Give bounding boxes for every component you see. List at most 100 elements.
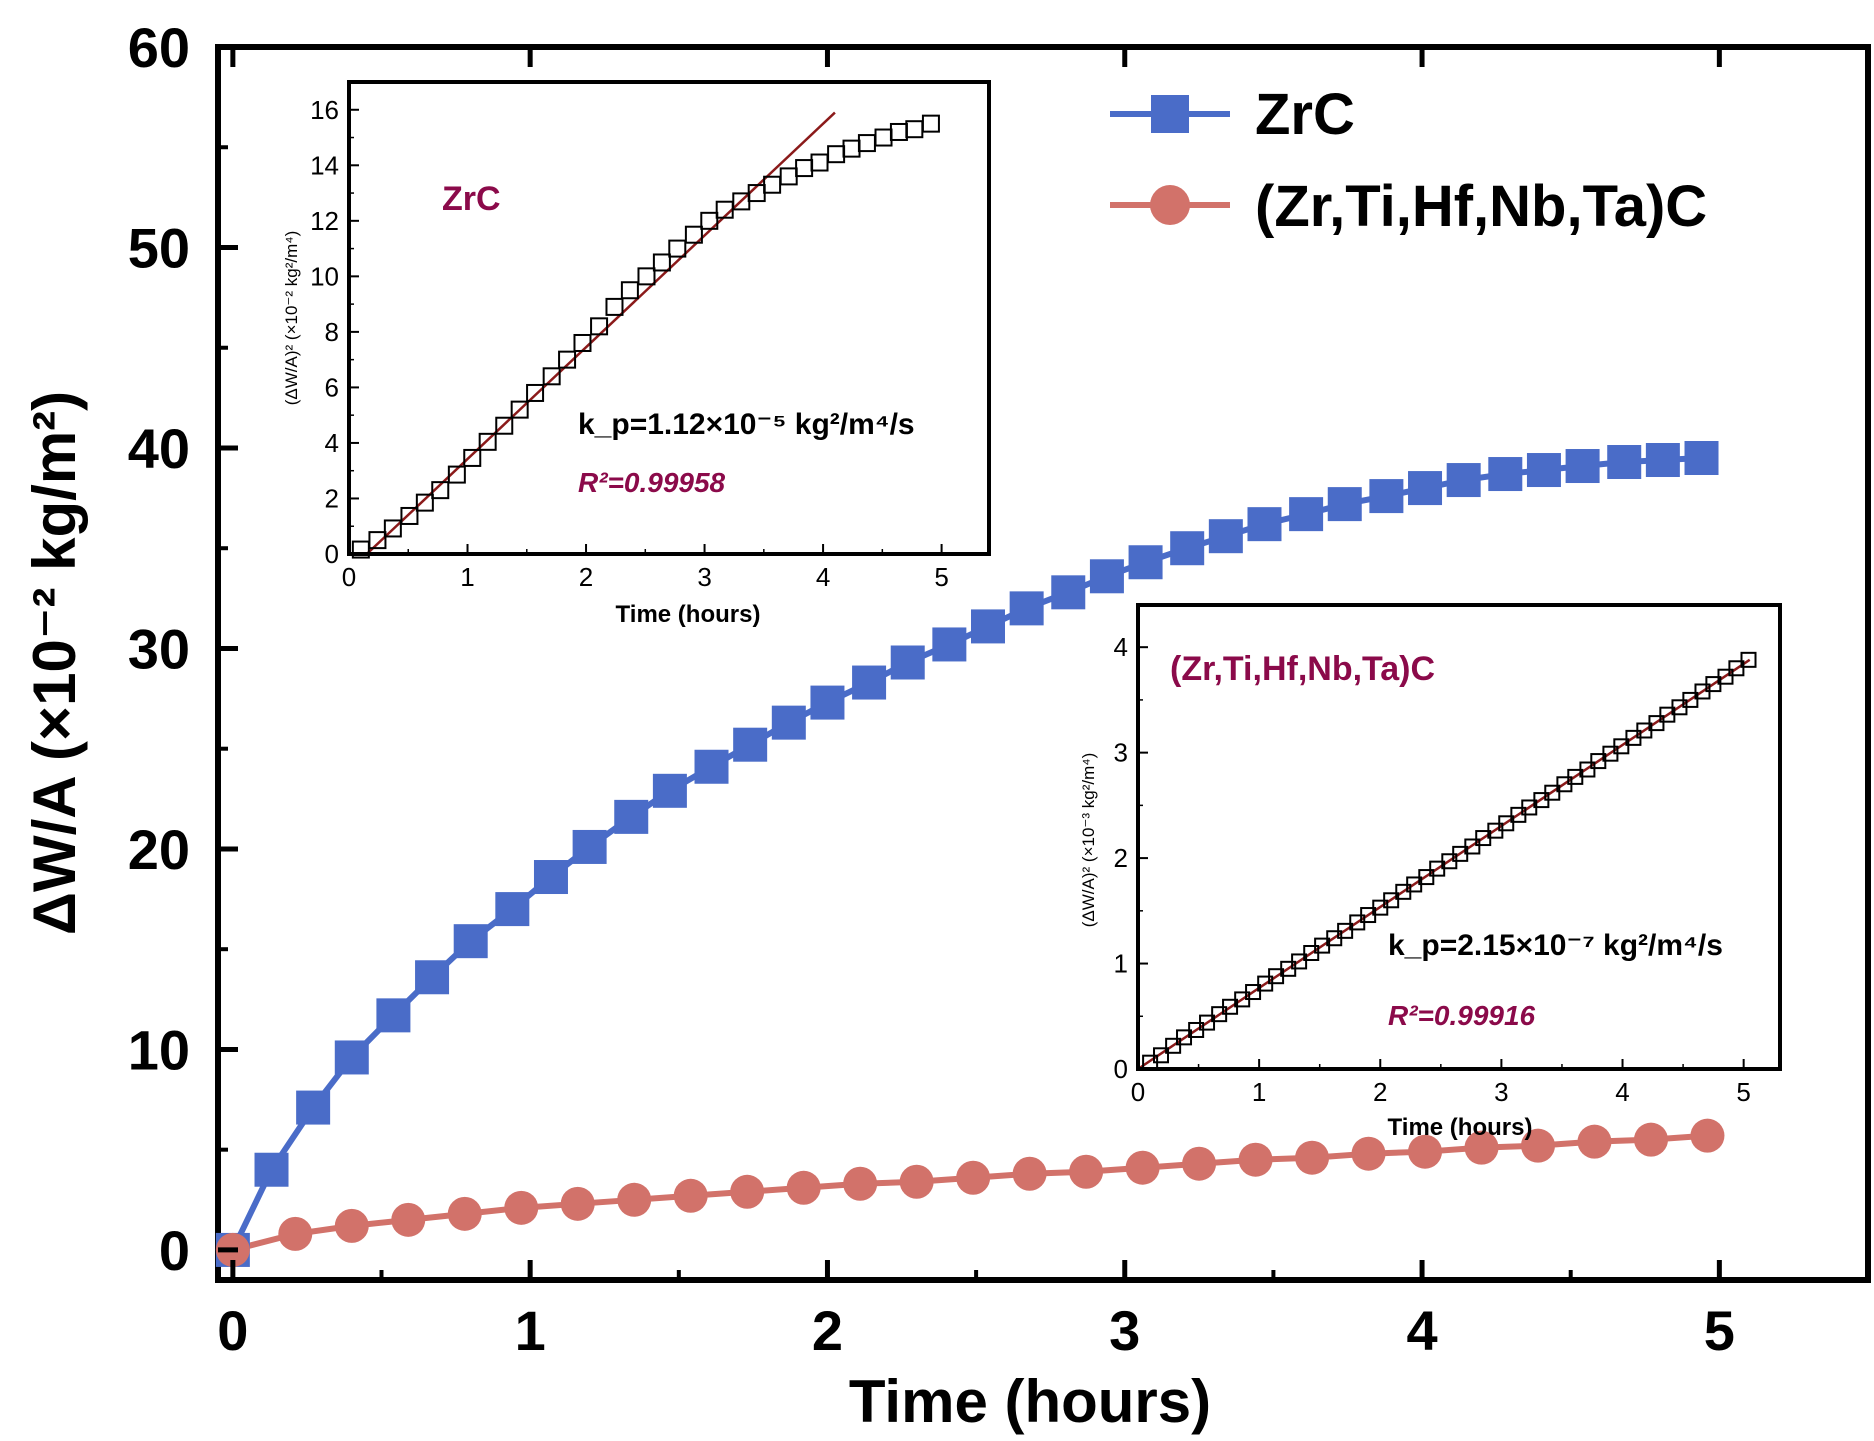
inset-x-tick-label: 3: [1494, 1077, 1508, 1107]
hec-point: [617, 1183, 651, 1217]
inset-hec-plot: 0 1 2 3 4 5 0 1 2 3 4 (Zr,Ti,Hf,Nb,Ta)C k_p=2.15×1…: [1079, 605, 1780, 1141]
hec-point: [1690, 1119, 1724, 1153]
y-tick-label: 50: [128, 216, 190, 279]
zrc-point: [932, 627, 966, 661]
inset-hec-kp-annotation: k_p=2.15×10⁻⁷ kg²/m⁴/s: [1388, 929, 1723, 962]
hec-point: [504, 1191, 538, 1225]
y-tick-label: 0: [159, 1219, 190, 1282]
zrc-point: [255, 1153, 289, 1187]
legend-entry-hec: (Zr,Ti,Hf,Nb,Ta)C: [1110, 174, 1707, 239]
inset-hec-r2-annotation: R²=0.99916: [1388, 1000, 1536, 1031]
inset-y-tick-label: 4: [325, 428, 339, 458]
inset-y-tick-label: 1: [1114, 949, 1128, 979]
zrc-point: [415, 960, 449, 994]
zrc-point: [454, 924, 488, 958]
inset-y-tick-label: 14: [310, 150, 339, 180]
inset-hec-x-axis-label: Time (hours): [1388, 1114, 1533, 1141]
inset-x-tick-label: 2: [1373, 1077, 1387, 1107]
legend-label-hec: (Zr,Ti,Hf,Nb,Ta)C: [1255, 174, 1707, 239]
inset-x-tick-label: 1: [460, 562, 474, 592]
zrc-point: [1051, 575, 1085, 609]
x-tick-label: 5: [1704, 1299, 1735, 1362]
zrc-point: [1646, 443, 1680, 477]
y-tick-label: 60: [128, 16, 190, 79]
zrc-point: [1247, 507, 1281, 541]
zrc-point: [1369, 479, 1403, 513]
zrc-point: [810, 686, 844, 720]
inset-y-tick-label: 4: [1114, 632, 1128, 662]
x-tick-label: 2: [812, 1299, 843, 1362]
inset-x-tick-label: 5: [1736, 1077, 1750, 1107]
zrc-point: [1170, 531, 1204, 565]
legend-label-zrc: ZrC: [1255, 82, 1355, 147]
hec-point: [1126, 1151, 1160, 1185]
legend-swatch-marker-hec: [1150, 185, 1190, 225]
zrc-point: [1488, 457, 1522, 491]
main-x-axis-label: Time (hours): [849, 1368, 1211, 1435]
zrc-point: [335, 1040, 369, 1074]
zrc-point: [1209, 519, 1243, 553]
zrc-point: [614, 800, 648, 834]
inset-x-tick-label: 4: [1615, 1077, 1629, 1107]
inset-x-tick-label: 5: [934, 562, 948, 592]
zrc-point: [1685, 441, 1719, 475]
zrc-point: [1328, 487, 1362, 521]
hec-point: [1239, 1143, 1273, 1177]
x-tick-label: 4: [1406, 1299, 1437, 1362]
inset-y-tick-label: 16: [310, 95, 339, 125]
inset-x-tick-label: 0: [342, 562, 356, 592]
inset-x-tick-label: 2: [579, 562, 593, 592]
x-tick-label: 3: [1109, 1299, 1140, 1362]
hec-point: [335, 1209, 369, 1243]
zrc-point: [971, 609, 1005, 643]
inset-zrc-r2-annotation: R²=0.99958: [578, 467, 726, 498]
inset-x-tick-label: 3: [697, 562, 711, 592]
zrc-point: [1129, 545, 1163, 579]
legend-entry-zrc: ZrC: [1110, 82, 1355, 147]
inset-y-tick-label: 6: [325, 372, 339, 402]
inset-y-tick-label: 2: [1114, 843, 1128, 873]
inset-y-tick-label: 0: [325, 539, 339, 569]
inset-y-tick-label: 3: [1114, 738, 1128, 768]
hec-point: [1013, 1157, 1047, 1191]
hec-point: [674, 1179, 708, 1213]
zrc-point: [1607, 445, 1641, 479]
inset-zrc-kp-annotation: k_p=1.12×10⁻⁵ kg²/m⁴/s: [578, 408, 915, 441]
zrc-point: [1408, 471, 1442, 505]
hec-point: [956, 1161, 990, 1195]
inset-y-tick-label: 2: [325, 483, 339, 513]
inset-hec-y-axis-label: (ΔW/A)² (×10⁻³ kg²/m⁴): [1079, 753, 1098, 928]
zrc-point: [891, 645, 925, 679]
zrc-point: [852, 666, 886, 700]
hec-point: [900, 1165, 934, 1199]
inset-y-tick-label: 8: [325, 317, 339, 347]
zrc-point: [573, 830, 607, 864]
hec-point: [1577, 1125, 1611, 1159]
y-tick-label: 20: [128, 818, 190, 881]
zrc-point: [1447, 463, 1481, 497]
hec-point: [730, 1175, 764, 1209]
zrc-point: [1527, 453, 1561, 487]
zrc-point: [1090, 559, 1124, 593]
hec-point: [278, 1217, 312, 1251]
hec-point: [391, 1203, 425, 1237]
hec-point: [1182, 1147, 1216, 1181]
hec-point: [843, 1167, 877, 1201]
hec-point: [1295, 1141, 1329, 1175]
zrc-point: [695, 750, 729, 784]
zrc-point: [495, 892, 529, 926]
zrc-point: [1289, 497, 1323, 531]
zrc-point: [1010, 591, 1044, 625]
hec-point: [787, 1171, 821, 1205]
zrc-point: [376, 998, 410, 1032]
inset-zrc-y-axis-label: (ΔW/A)² (×10⁻² kg²/m⁴): [282, 231, 301, 406]
inset-zrc-title: ZrC: [442, 180, 501, 218]
y-tick-label: 40: [128, 417, 190, 480]
inset-x-tick-label: 1: [1252, 1077, 1266, 1107]
inset-y-tick-label: 0: [1114, 1054, 1128, 1084]
inset-hec-title: (Zr,Ti,Hf,Nb,Ta)C: [1170, 650, 1435, 688]
zrc-point: [733, 728, 767, 762]
hec-point: [561, 1187, 595, 1221]
x-tick-label: 0: [217, 1299, 248, 1362]
